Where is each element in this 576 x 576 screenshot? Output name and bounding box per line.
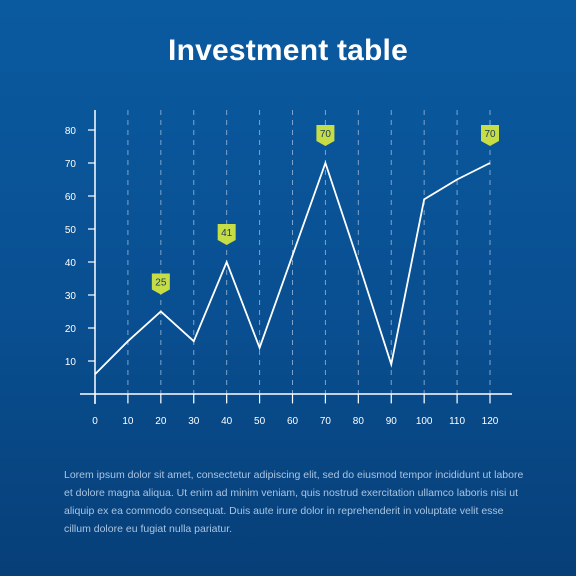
series-line [94, 160, 491, 375]
marker-tag [217, 224, 236, 245]
x-tick-label: 40 [221, 416, 233, 427]
x-tick-label: 80 [353, 416, 365, 427]
x-tick-label: 10 [122, 416, 134, 427]
marker-tag [316, 125, 335, 146]
data-label-marker: 70 [316, 125, 335, 146]
grid-layer [127, 110, 491, 404]
data-label: 70 [320, 129, 332, 140]
y-tick-label: 60 [65, 192, 77, 203]
x-tick-label: 30 [188, 416, 200, 427]
x-tick-label: 50 [254, 416, 266, 427]
data-label-marker: 70 [481, 125, 499, 146]
x-tick-label: 90 [386, 416, 398, 427]
data-label: 70 [484, 129, 496, 140]
data-label: 25 [155, 278, 167, 289]
line-layer [94, 160, 491, 375]
axis-layer: 10 20 30 40 50 60 70 80 0 10 20 30 40 50 60 70 80 90 100 11… [65, 110, 512, 427]
y-tick-label: 80 [65, 126, 77, 137]
x-tick-label: 20 [155, 416, 167, 427]
y-tick-label: 20 [65, 324, 77, 335]
x-tick-label: 60 [287, 416, 299, 427]
data-label: 41 [221, 228, 233, 239]
x-tick-label: 100 [416, 416, 433, 427]
x-tick-label: 120 [482, 416, 499, 427]
marker-tag [481, 125, 499, 146]
x-tick-label: 0 [92, 416, 98, 427]
marker-tag [151, 273, 170, 295]
x-tick-label: 110 [449, 416, 465, 427]
y-tick-label: 50 [65, 225, 77, 236]
data-label-marker: 41 [217, 224, 236, 245]
x-tick-label: 70 [320, 416, 332, 427]
y-tick-label: 40 [65, 258, 77, 269]
y-tick-label: 10 [65, 357, 77, 368]
marker-layer: 25 41 70 70 [151, 125, 499, 295]
data-label-marker: 25 [151, 273, 170, 295]
description-text: Lorem ipsum dolor sit amet, consectetur … [64, 469, 524, 535]
y-tick-label: 70 [65, 159, 77, 170]
chart-title: Investment table [168, 34, 408, 67]
y-tick-label: 30 [65, 291, 77, 302]
